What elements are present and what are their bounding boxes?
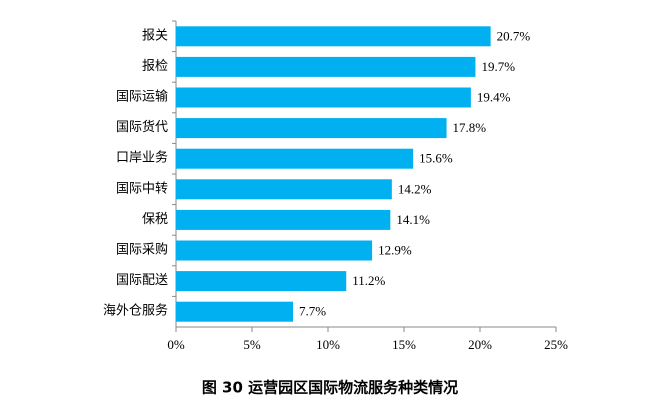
y-tick-label: 报关 <box>142 27 168 42</box>
value-label: 12.9% <box>378 242 412 257</box>
y-tick-label: 国际货代 <box>116 119 168 134</box>
value-label: 17.8% <box>453 120 487 135</box>
bar <box>176 118 447 139</box>
y-tick-label: 国际运输 <box>116 88 168 103</box>
value-label: 14.1% <box>396 212 430 227</box>
x-tick-label: 0% <box>167 337 185 352</box>
x-tick-label: 15% <box>392 337 416 352</box>
y-tick-label: 口岸业务 <box>116 150 168 165</box>
value-label: 7.7% <box>299 304 326 319</box>
x-tick-label: 10% <box>316 337 340 352</box>
bar <box>176 301 294 322</box>
x-tick-label: 20% <box>468 337 492 352</box>
y-tick-label: 国际采购 <box>116 241 168 256</box>
value-label: 15.6% <box>419 151 453 166</box>
bar <box>176 87 471 108</box>
x-tick-label: 25% <box>544 337 568 352</box>
x-tick-label: 5% <box>243 337 261 352</box>
y-tick-label: 国际配送 <box>116 272 168 287</box>
value-label: 19.7% <box>481 59 515 74</box>
y-tick-label: 国际中转 <box>116 180 168 195</box>
bar <box>176 209 391 230</box>
bar <box>176 240 373 261</box>
bar <box>176 56 476 77</box>
y-tick-label: 海外仓服务 <box>103 303 168 318</box>
value-label: 19.4% <box>477 89 511 104</box>
bar <box>176 26 491 47</box>
chart-title: 图 30 运营园区国际物流服务种类情况 <box>202 379 458 397</box>
value-label: 14.2% <box>398 181 432 196</box>
y-tick-label: 报检 <box>142 58 168 73</box>
bar <box>176 148 414 169</box>
bar <box>176 271 347 292</box>
value-label: 20.7% <box>497 28 531 43</box>
y-tick-label: 保税 <box>142 211 168 226</box>
bar <box>176 179 392 200</box>
value-label: 11.2% <box>352 273 385 288</box>
